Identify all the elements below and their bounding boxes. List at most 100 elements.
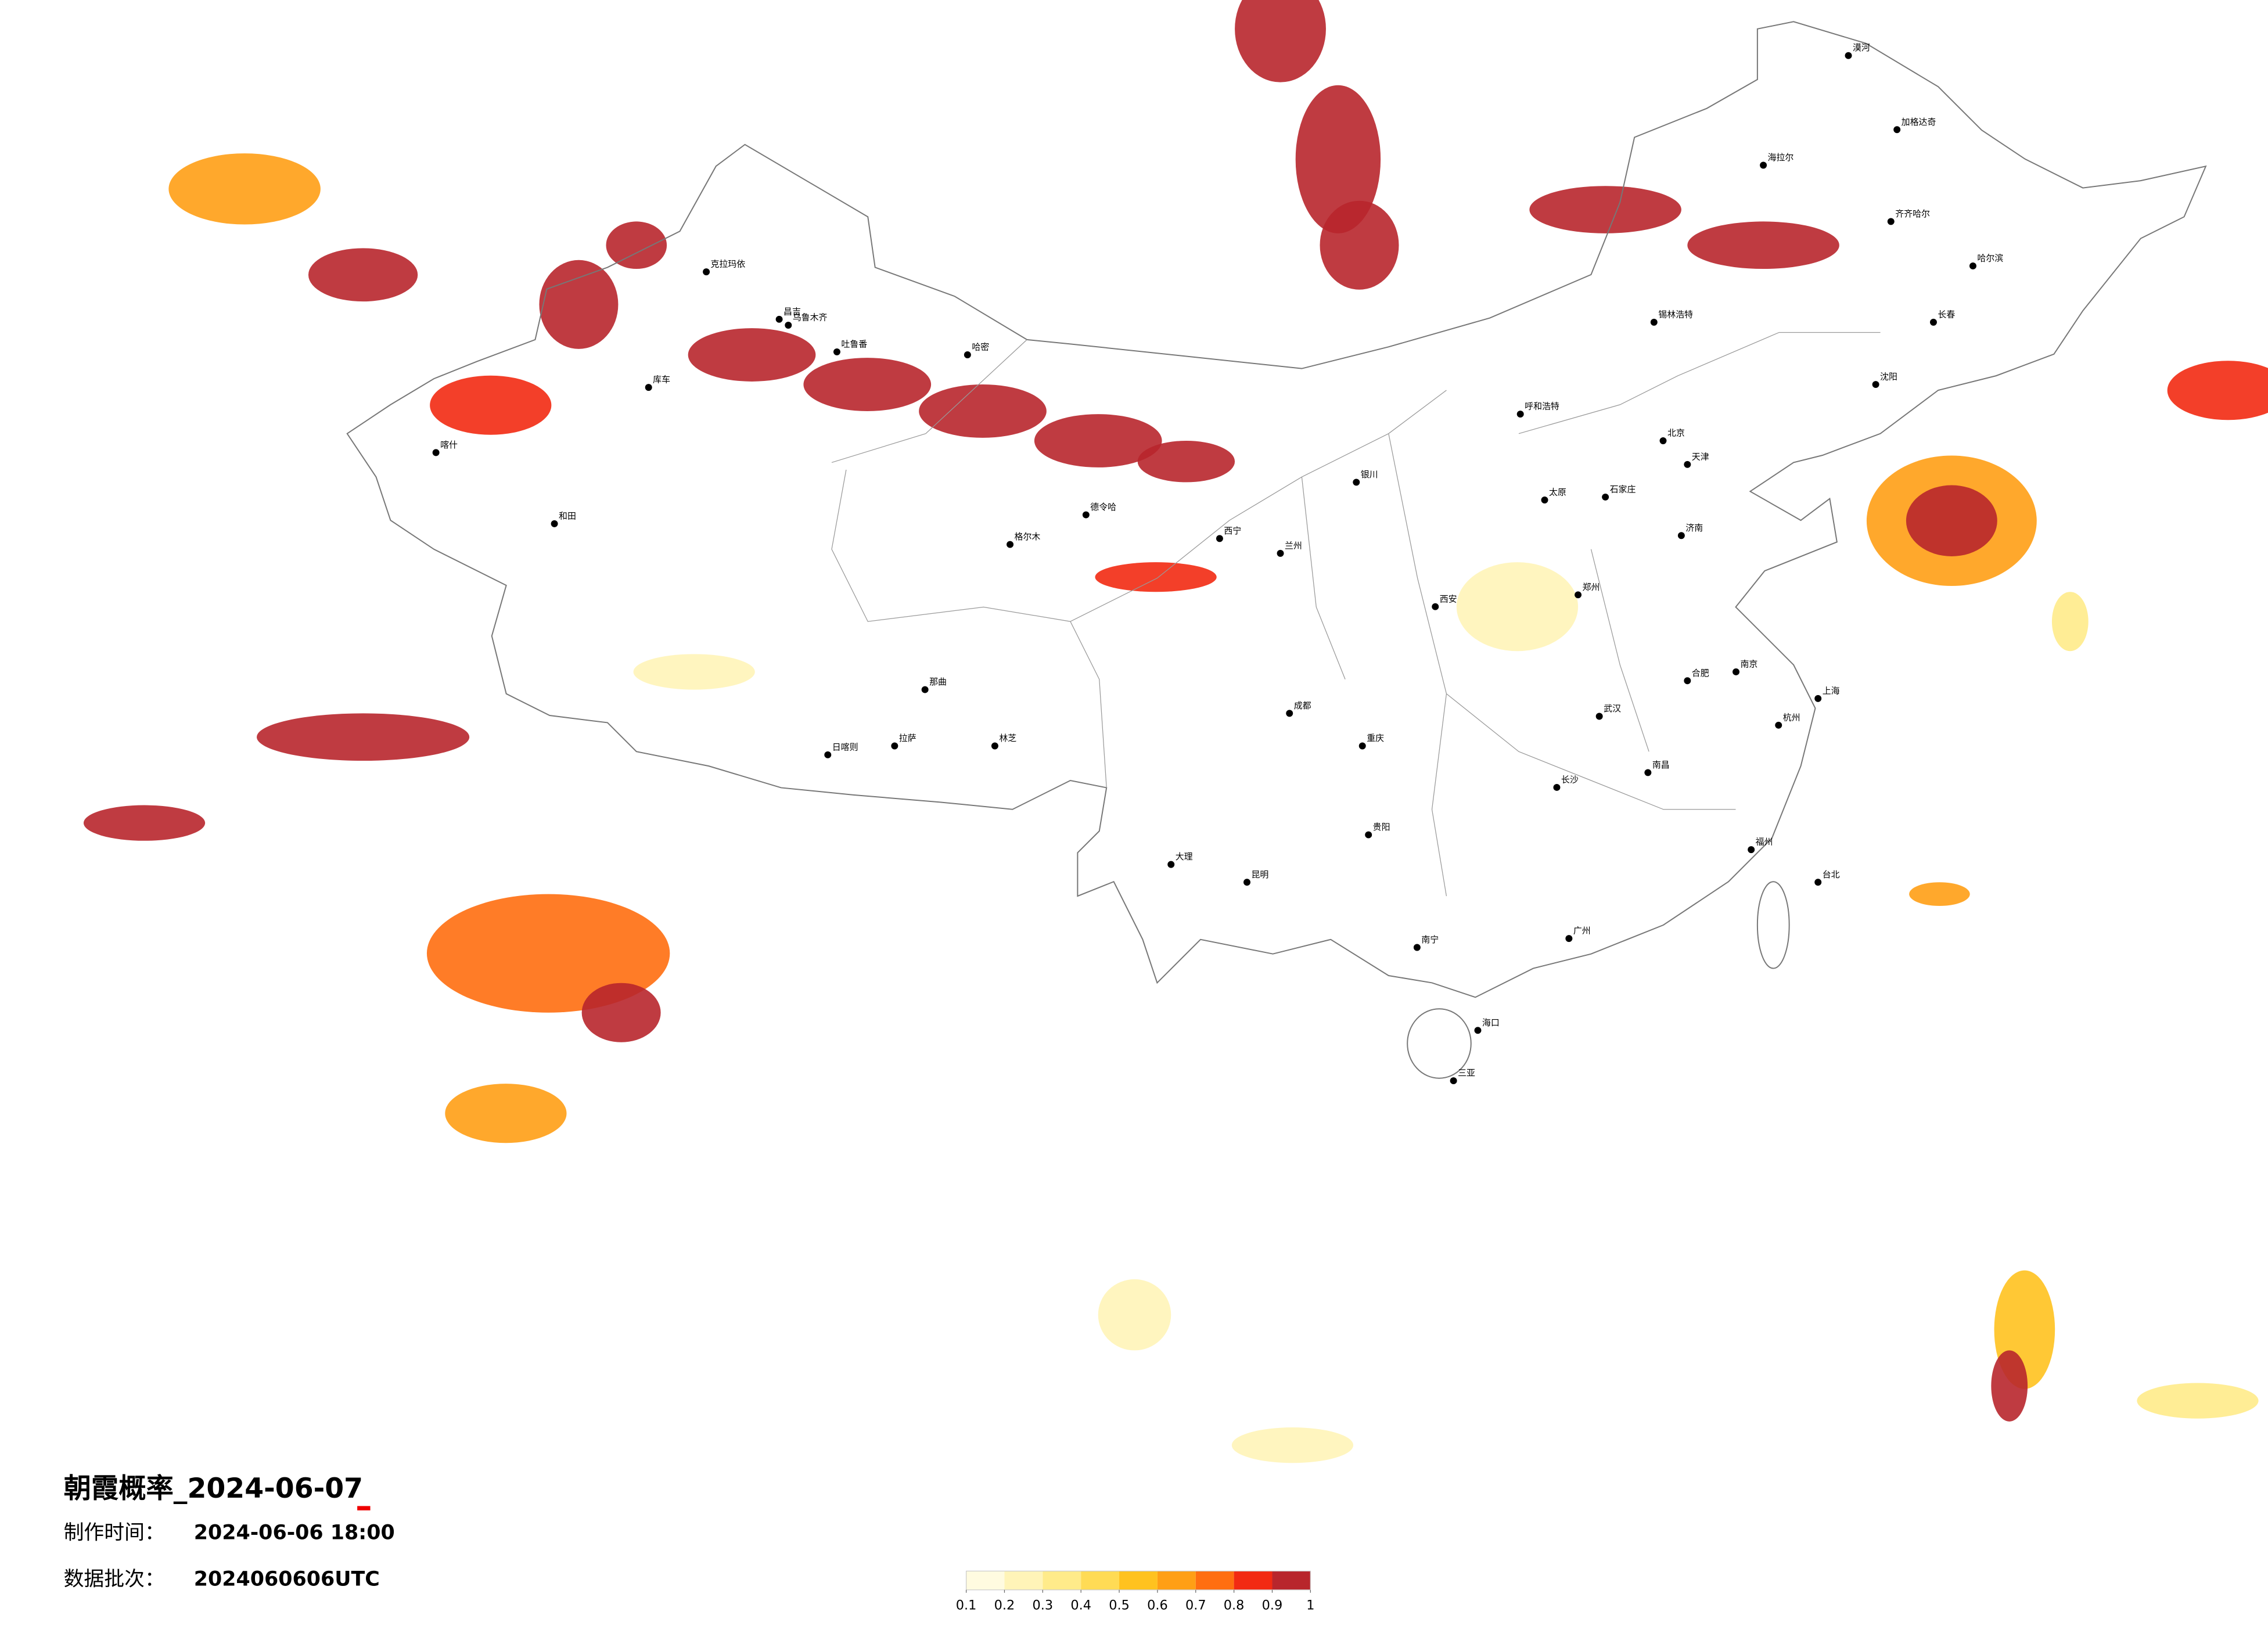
city-label: 杭州 bbox=[1783, 712, 1800, 722]
city-label: 日喀则 bbox=[832, 742, 858, 752]
city-dot bbox=[775, 315, 783, 323]
city-label: 合肥 bbox=[1692, 668, 1709, 678]
city-label: 哈密 bbox=[972, 342, 989, 352]
city-dot bbox=[1082, 511, 1090, 519]
probability-area bbox=[1687, 221, 1839, 269]
city-dot bbox=[1893, 126, 1901, 134]
probability-area bbox=[426, 894, 670, 1013]
probability-area bbox=[1320, 200, 1399, 290]
city-dot bbox=[1659, 437, 1667, 444]
city-label: 锡林浩特 bbox=[1658, 309, 1693, 319]
city-label: 北京 bbox=[1667, 428, 1685, 438]
city-dot bbox=[1760, 161, 1767, 169]
probability-area bbox=[1098, 1279, 1171, 1351]
colorbar-tick-label: 0.7 bbox=[1185, 1598, 1206, 1613]
city-label: 大理 bbox=[1176, 851, 1193, 862]
city-label: 重庆 bbox=[1367, 733, 1384, 743]
city-label: 海拉尔 bbox=[1768, 152, 1794, 163]
city-dot bbox=[1677, 532, 1685, 539]
probability-area bbox=[606, 221, 667, 269]
colorbar-tick-label: 0.1 bbox=[956, 1598, 977, 1613]
title-marker bbox=[357, 1506, 371, 1510]
probability-area bbox=[1295, 85, 1381, 233]
city-label: 台北 bbox=[1823, 869, 1840, 880]
city-dot bbox=[785, 322, 792, 329]
colorbar-tick-label: 0.3 bbox=[1033, 1598, 1054, 1613]
colorbar-tick-label: 0.2 bbox=[994, 1598, 1015, 1613]
colorbar-tick-label: 0.5 bbox=[1109, 1598, 1130, 1613]
city-dot bbox=[1450, 1077, 1457, 1085]
city-dot bbox=[1474, 1027, 1482, 1034]
city-label: 昆明 bbox=[1251, 869, 1268, 880]
probability-area bbox=[2167, 361, 2268, 420]
city-dot bbox=[1286, 710, 1293, 717]
city-label: 乌鲁木齐 bbox=[793, 312, 828, 323]
city-label: 和田 bbox=[559, 510, 576, 521]
colorbar-swatch bbox=[1272, 1571, 1311, 1590]
colorbar-swatch bbox=[1234, 1571, 1273, 1590]
city-dot bbox=[1775, 721, 1782, 729]
city-label: 太原 bbox=[1549, 487, 1566, 498]
colorbar-frame bbox=[965, 1570, 1311, 1591]
probability-area bbox=[1529, 186, 1681, 233]
colorbar-tick-label: 0.6 bbox=[1147, 1598, 1168, 1613]
probability-area bbox=[2137, 1383, 2259, 1419]
colorbar-swatch bbox=[1119, 1571, 1158, 1590]
city-dot bbox=[1872, 381, 1879, 388]
city-label: 那曲 bbox=[929, 677, 947, 687]
colorbar-swatch bbox=[1157, 1571, 1196, 1590]
probability-area bbox=[539, 260, 619, 349]
probability-area bbox=[2051, 592, 2089, 652]
hainan-border bbox=[1407, 1008, 1472, 1079]
city-label: 南昌 bbox=[1652, 760, 1670, 770]
city-dot bbox=[1565, 935, 1573, 942]
probability-area bbox=[445, 1084, 567, 1143]
city-label: 沈阳 bbox=[1880, 372, 1897, 382]
city-dot bbox=[432, 449, 440, 456]
city-label: 西安 bbox=[1440, 593, 1457, 604]
city-dot bbox=[1602, 493, 1609, 501]
country-border bbox=[346, 21, 2207, 998]
city-dot bbox=[1748, 846, 1755, 854]
city-dot bbox=[1969, 262, 1976, 269]
city-label: 南宁 bbox=[1421, 934, 1439, 945]
city-dot bbox=[1553, 783, 1561, 791]
probability-area bbox=[1235, 0, 1326, 82]
city-label: 喀什 bbox=[440, 440, 458, 450]
city-dot bbox=[991, 742, 998, 750]
colorbar-tick-label: 0.9 bbox=[1262, 1598, 1283, 1613]
city-dot bbox=[1929, 318, 1937, 326]
city-label: 长春 bbox=[1938, 309, 1955, 319]
city-label: 南京 bbox=[1740, 659, 1757, 670]
made-time-label: 制作时间： bbox=[64, 1521, 165, 1545]
city-dot bbox=[891, 742, 898, 750]
province-borders bbox=[831, 332, 1881, 897]
city-label: 石家庄 bbox=[1610, 484, 1636, 494]
colorbar-swatch bbox=[1004, 1571, 1043, 1590]
city-label: 齐齐哈尔 bbox=[1895, 208, 1930, 219]
city-dot bbox=[551, 520, 558, 527]
city-label: 加格达奇 bbox=[1902, 117, 1936, 127]
colorbar-tick-label: 1 bbox=[1306, 1598, 1314, 1613]
city-label: 格尔木 bbox=[1015, 531, 1041, 542]
city-label: 上海 bbox=[1823, 685, 1840, 696]
probability-area bbox=[1906, 485, 1997, 556]
city-dot bbox=[645, 384, 652, 391]
colorbar-tick-label: 0.4 bbox=[1070, 1598, 1091, 1613]
city-dot bbox=[1243, 879, 1250, 886]
city-dot bbox=[703, 268, 710, 276]
probability-area bbox=[1231, 1427, 1354, 1463]
city-dot bbox=[1733, 668, 1739, 675]
city-label: 漠河 bbox=[1853, 42, 1870, 53]
probability-area bbox=[688, 328, 816, 382]
city-dot bbox=[1644, 769, 1652, 776]
city-dot bbox=[1432, 603, 1439, 610]
probability-area bbox=[430, 375, 552, 435]
city-label: 哈尔滨 bbox=[1977, 253, 2003, 264]
probability-area bbox=[1456, 562, 1579, 652]
probability-area bbox=[1991, 1350, 2028, 1422]
probability-area bbox=[83, 805, 206, 841]
colorbar: 0.1 0.2 0.3 0.4 0.5 0.6 0.7 0.8 0.9 1 bbox=[956, 1570, 1314, 1613]
city-dot bbox=[1887, 218, 1895, 225]
